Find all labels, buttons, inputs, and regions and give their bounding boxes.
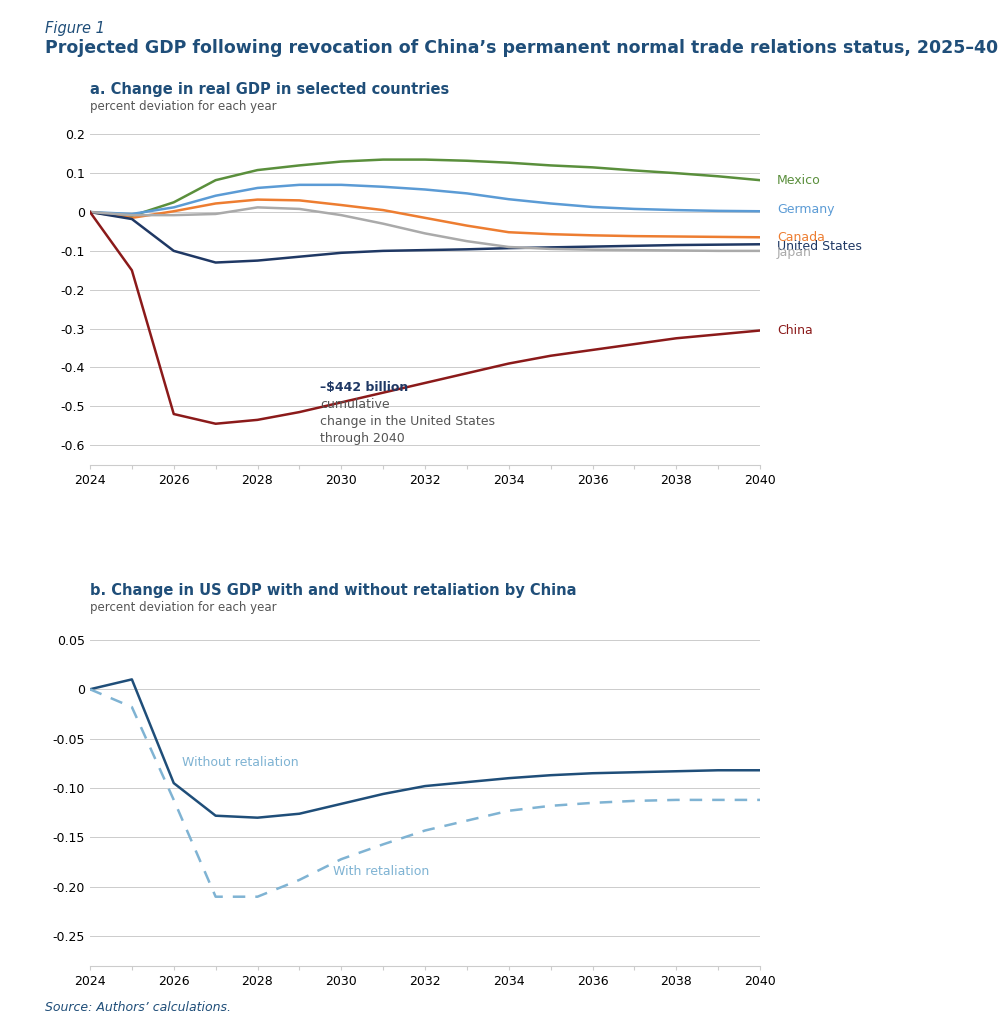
Text: cumulative
change in the United States
through 2040: cumulative change in the United States t… (320, 399, 495, 445)
Text: a. Change in real GDP in selected countries: a. Change in real GDP in selected countr… (90, 82, 449, 97)
Text: b. Change in US GDP with and without retaliation by China: b. Change in US GDP with and without ret… (90, 583, 576, 598)
Text: United States: United States (777, 240, 862, 253)
Text: With retaliation: With retaliation (333, 865, 429, 878)
Text: percent deviation for each year: percent deviation for each year (90, 601, 277, 614)
Text: China: China (777, 324, 812, 337)
Text: –$442 billion: –$442 billion (320, 381, 409, 394)
Text: Canada: Canada (777, 230, 825, 244)
Text: Projected GDP following revocation of China’s permanent normal trade relations s: Projected GDP following revocation of Ch… (45, 39, 998, 57)
Text: Without retaliation: Without retaliation (182, 756, 299, 770)
Text: Japan: Japan (777, 246, 812, 259)
Text: Figure 1: Figure 1 (45, 21, 105, 36)
Text: Source: Authors’ calculations.: Source: Authors’ calculations. (45, 1001, 231, 1014)
Text: Mexico: Mexico (777, 174, 820, 187)
Text: percent deviation for each year: percent deviation for each year (90, 100, 277, 113)
Text: Germany: Germany (777, 202, 834, 216)
